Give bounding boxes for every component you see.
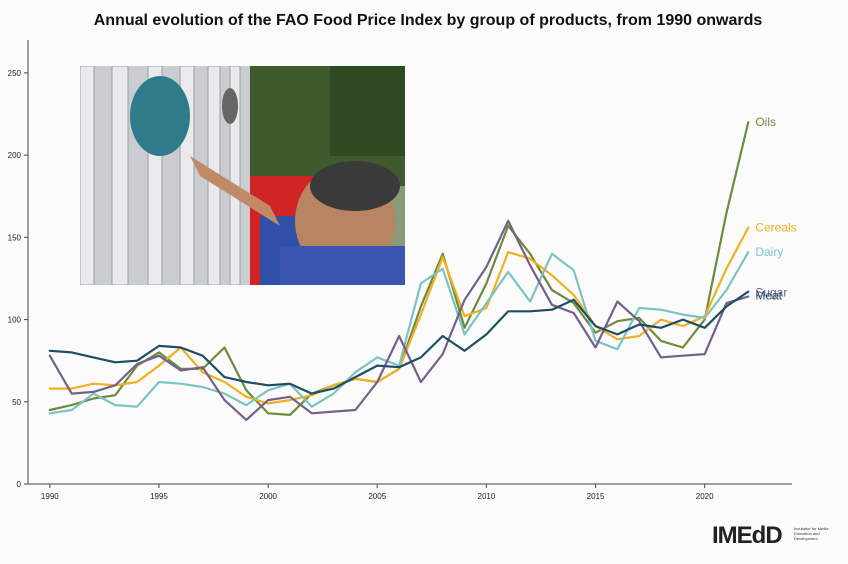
chart-title: Annual evolution of the FAO Food Price I… — [94, 12, 763, 29]
series-line-meat — [48, 290, 750, 395]
imedd-logo: IMEdD Incubator for Media Education and … — [712, 522, 828, 552]
x-tick-label: 2020 — [696, 492, 714, 501]
logo-wordmark: IMEdD — [712, 522, 783, 549]
y-tick-label: 250 — [8, 69, 22, 78]
logo-tagline: Incubator for Media Education and Develo… — [794, 526, 829, 541]
series-line-dairy — [48, 251, 750, 415]
axes: 0 50 100 150 200 250 1990 1995 2000 2005 2010 2015 2… — [8, 40, 792, 501]
series-label-cereals: Cereals — [755, 220, 796, 234]
series-line-sugar — [48, 219, 750, 421]
x-tick-label: 2010 — [478, 492, 496, 501]
y-tick-label: 0 — [17, 480, 22, 489]
protest-photo — [80, 66, 405, 285]
y-tick-label: 100 — [8, 316, 22, 325]
y-tick-label: 200 — [8, 151, 22, 160]
y-tick-label: 50 — [12, 398, 21, 407]
x-tick-label: 2005 — [368, 492, 386, 501]
series-label-oils: Oils — [755, 115, 776, 129]
series-label-sugar: Sugar — [755, 286, 787, 300]
x-tick-label: 2000 — [259, 492, 277, 501]
series-lines — [48, 121, 750, 421]
y-tick-label: 150 — [8, 233, 22, 242]
series-label-dairy: Dairy — [755, 245, 783, 259]
series-label-meat: Meat — [755, 289, 782, 303]
x-tick-label: 2015 — [587, 492, 605, 501]
x-tick-label: 1995 — [150, 492, 168, 501]
x-tick-label: 1990 — [41, 492, 59, 501]
